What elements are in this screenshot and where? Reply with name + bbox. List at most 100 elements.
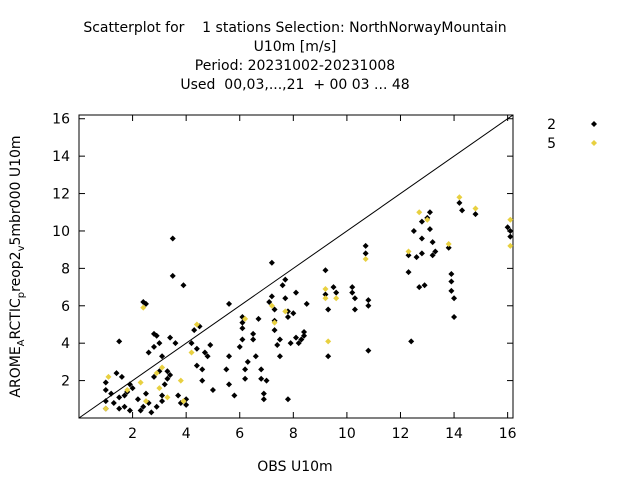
- data-point: [271, 319, 278, 326]
- data-point: [105, 373, 112, 380]
- data-point: [102, 398, 109, 405]
- data-point: [183, 401, 190, 408]
- data-point: [191, 327, 198, 334]
- data-point: [108, 390, 115, 397]
- data-point: [239, 319, 246, 326]
- title-line: U10m [m/s]: [254, 39, 337, 55]
- data-point: [418, 235, 425, 242]
- data-point: [255, 315, 262, 322]
- data-point: [432, 248, 439, 255]
- x-tick-label: 8: [289, 426, 298, 442]
- x-tick-label: 4: [182, 426, 191, 442]
- y-tick-label: 16: [52, 112, 70, 128]
- data-point: [250, 336, 257, 343]
- data-point: [274, 342, 281, 349]
- data-point: [226, 353, 233, 360]
- data-point: [140, 304, 147, 311]
- data-point: [102, 379, 109, 386]
- data-point: [507, 242, 514, 249]
- data-point: [330, 284, 337, 291]
- legend-label: 2: [547, 117, 556, 133]
- data-point: [151, 373, 158, 380]
- data-point: [142, 398, 149, 405]
- data-point: [282, 308, 289, 315]
- legend-marker: [591, 140, 597, 146]
- data-point: [301, 328, 308, 335]
- data-point: [451, 314, 458, 320]
- data-point: [410, 227, 417, 234]
- data-point: [362, 242, 369, 249]
- data-point: [113, 370, 120, 377]
- data-point: [448, 278, 455, 285]
- data-point: [137, 407, 144, 414]
- data-point: [451, 295, 458, 302]
- data-point: [164, 394, 171, 401]
- x-axis-label: OBS U10m: [257, 459, 332, 475]
- x-tick-label: 6: [235, 426, 244, 442]
- data-point: [365, 347, 372, 354]
- data-point: [250, 330, 257, 337]
- y-tick-label: 4: [61, 336, 70, 352]
- data-point: [322, 291, 329, 298]
- data-point: [298, 336, 305, 343]
- data-point: [258, 375, 265, 382]
- data-point: [153, 332, 160, 339]
- title-line: Used 00,03,...,21 + 00 03 ... 48: [180, 77, 409, 93]
- x-tick-label: 10: [338, 426, 356, 442]
- data-point: [159, 392, 166, 399]
- data-point: [362, 250, 369, 257]
- data-point: [102, 405, 109, 412]
- data-point: [290, 310, 297, 317]
- data-point: [193, 345, 200, 352]
- data-point: [418, 250, 425, 257]
- title-line: Period: 20231002-20231008: [195, 58, 395, 74]
- data-point: [293, 334, 299, 341]
- legend: 25: [547, 117, 597, 152]
- data-point: [126, 407, 133, 414]
- y-tick-label: 14: [52, 149, 70, 165]
- data-point: [271, 327, 278, 334]
- data-point: [159, 398, 166, 405]
- data-point: [207, 342, 214, 349]
- diagonal-line: [78, 114, 514, 419]
- data-point: [459, 207, 466, 214]
- title-line: Scatterplot for 1 stations Selection: No…: [83, 20, 506, 36]
- data-point: [279, 282, 286, 289]
- data-point: [121, 392, 128, 399]
- data-point: [293, 289, 299, 296]
- data-point: [188, 349, 195, 356]
- data-point: [142, 390, 149, 397]
- data-point: [129, 385, 136, 392]
- data-point: [193, 362, 200, 369]
- data-point: [161, 381, 168, 388]
- data-point: [429, 252, 436, 259]
- y-tick-label: 2: [61, 374, 70, 390]
- data-point: [287, 340, 294, 347]
- data-point: [169, 235, 176, 242]
- data-point: [116, 405, 123, 412]
- data-point: [282, 276, 289, 283]
- data-point: [276, 336, 283, 343]
- data-point: [303, 300, 310, 307]
- data-point: [242, 315, 249, 322]
- data-point: [226, 381, 233, 388]
- data-point: [231, 392, 238, 399]
- data-point: [351, 306, 358, 313]
- data-point: [405, 248, 412, 255]
- data-point: [175, 392, 182, 399]
- data-point: [118, 373, 125, 380]
- data-point: [445, 241, 452, 248]
- data-point: [153, 370, 160, 377]
- data-point: [424, 216, 431, 223]
- data-point: [365, 302, 372, 309]
- data-point: [199, 366, 206, 373]
- data-point: [325, 306, 332, 313]
- data-point: [199, 377, 206, 384]
- data-point: [124, 386, 131, 393]
- data-point: [201, 349, 208, 356]
- x-tick-label: 16: [499, 426, 517, 442]
- data-point: [301, 332, 308, 339]
- data-point: [472, 205, 479, 212]
- data-point: [134, 396, 141, 403]
- data-point: [260, 396, 267, 403]
